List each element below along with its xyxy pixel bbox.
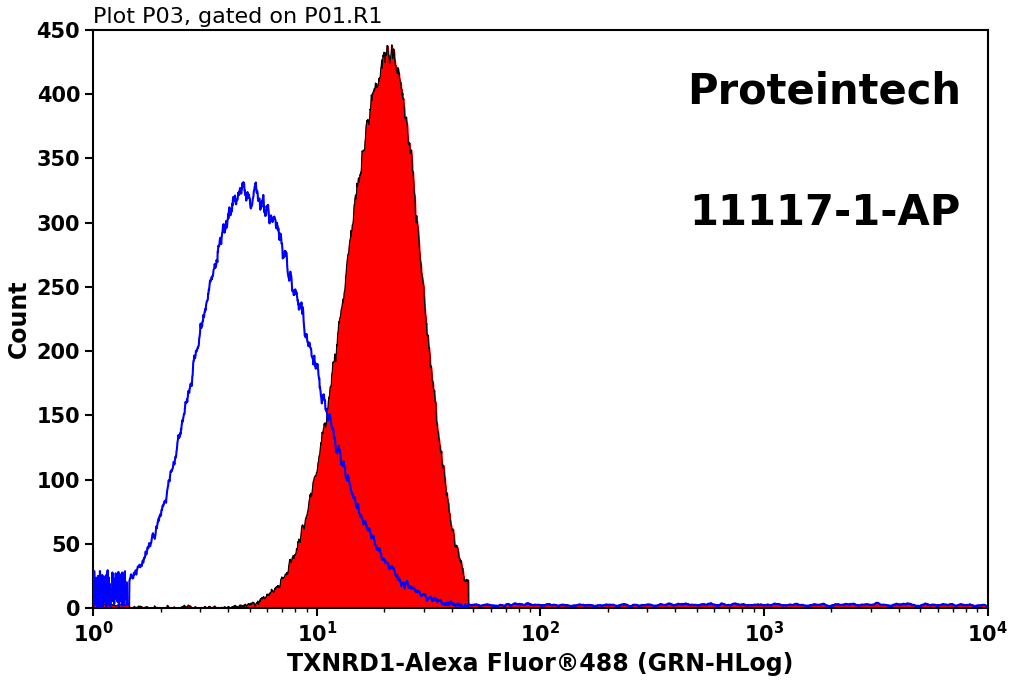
- X-axis label: TXNRD1-Alexa Fluor®488 (GRN-HLog): TXNRD1-Alexa Fluor®488 (GRN-HLog): [287, 652, 794, 676]
- Text: Plot P03, gated on P01.R1: Plot P03, gated on P01.R1: [93, 7, 383, 27]
- Text: Proteintech: Proteintech: [687, 70, 961, 113]
- Y-axis label: Count: Count: [7, 280, 30, 359]
- Text: 11117-1-AP: 11117-1-AP: [689, 192, 961, 234]
